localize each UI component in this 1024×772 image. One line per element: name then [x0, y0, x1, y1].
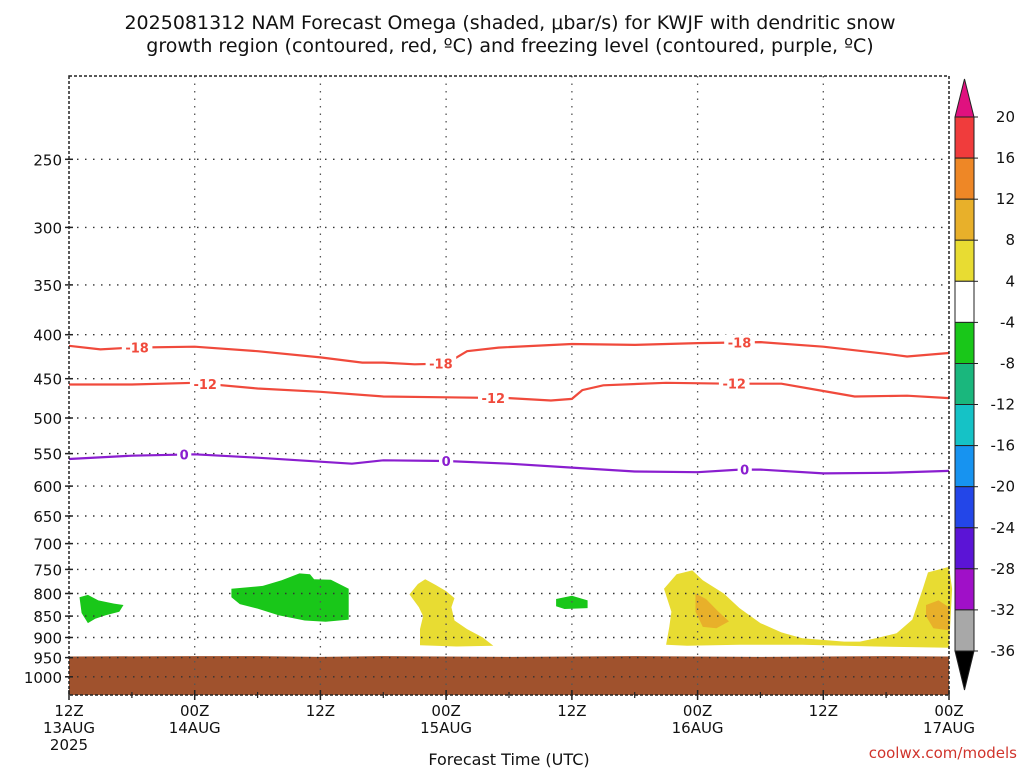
contour-dgz-m18 — [68, 340, 950, 366]
x-tick-label-48-0: 12Z — [557, 702, 586, 720]
y-tick-label-1000: 1000 — [24, 669, 62, 687]
contour-dgz-m12 — [69, 381, 950, 402]
contour-label-dgz-1-2: -12 — [722, 378, 746, 393]
colorbar-label-11: -28 — [991, 560, 1016, 578]
omega-region-5 — [664, 566, 953, 648]
omega-region-4 — [409, 579, 494, 647]
colorbar-label-6: -8 — [1000, 355, 1015, 373]
contour-label-freezing-2-2: 0 — [740, 464, 749, 479]
contour-label-bg — [121, 339, 153, 355]
y-tick-label-800: 800 — [33, 586, 62, 604]
contour-label-bg — [718, 375, 750, 391]
omega-region-6 — [695, 593, 729, 629]
credit-text: coolwx.com/models — [869, 744, 1017, 762]
contour-label-bg — [189, 375, 221, 391]
colorbar-label-8: -16 — [991, 437, 1016, 455]
colorbar-bottom-tip — [954, 650, 975, 691]
colorbar-swatch-7 — [954, 363, 975, 406]
contour-label-bg — [439, 453, 454, 468]
contour-label-bg — [737, 461, 752, 477]
colorbar: 20 16 12 8 4 -4 -8 -12 -16 -20 -24 -28 -32 -36 — [954, 78, 1016, 691]
colorbar-swatch-2 — [954, 157, 975, 200]
chart-title-line-1: 2025081312 NAM Forecast Omega (shaded, μ… — [124, 12, 895, 34]
x-tick-label-0-0: 12Z — [54, 702, 83, 720]
colorbar-swatch-6 — [954, 321, 975, 364]
x-tick-label-12-1: 14AUG — [169, 719, 221, 737]
contour-label-bg — [478, 389, 509, 405]
colorbar-label-9: -20 — [991, 478, 1016, 496]
colorbar-label-10: -24 — [991, 519, 1016, 537]
y-tick-label-300: 300 — [33, 219, 62, 237]
colorbar-label-0: 20 — [996, 108, 1015, 126]
colorbar-label-1: 16 — [996, 149, 1015, 167]
chart-title: 2025081312 NAM Forecast Omega (shaded, μ… — [124, 12, 895, 57]
y-tick-label-250: 250 — [33, 151, 62, 169]
contour-label-freezing-2-0: 0 — [180, 449, 189, 464]
contour-label-freezing-2-1: 0 — [442, 455, 451, 470]
y-tick-label-950: 950 — [33, 650, 62, 668]
colorbar-swatch-8 — [954, 404, 975, 447]
colorbar-swatch-13 — [954, 609, 975, 652]
y-tick-label-550: 550 — [33, 446, 62, 464]
y-tick-label-500: 500 — [33, 410, 62, 428]
y-tick-label-600: 600 — [33, 478, 62, 496]
colorbar-label-3: 8 — [1005, 231, 1015, 249]
colorbar-swatch-5 — [954, 280, 975, 323]
contour-label-bg — [724, 334, 755, 350]
omega-region-7 — [926, 600, 949, 631]
colorbar-swatch-10 — [954, 486, 975, 529]
colorbar-label-2: 12 — [996, 190, 1015, 208]
x-tick-label-84-0: 00Z — [934, 702, 963, 720]
contour-label-dgz-0-0: -18 — [125, 342, 149, 357]
y-tick-label-650: 650 — [33, 508, 62, 526]
y-tick-label-700: 700 — [33, 536, 62, 554]
colorbar-swatch-3 — [954, 198, 975, 241]
y-tick-label-850: 850 — [33, 608, 62, 626]
colorbar-label-12: -32 — [991, 601, 1016, 619]
y-tick-label-750: 750 — [33, 561, 62, 579]
colorbar-swatch-12 — [954, 568, 975, 611]
y-tick-label-900: 900 — [33, 630, 62, 648]
contour-label-dgz-0-1: -18 — [429, 358, 453, 373]
omega-region-1 — [79, 594, 124, 624]
x-tick-label-36-0: 00Z — [431, 702, 460, 720]
chart-title-line-2: growth region (contoured, red, ºC) and f… — [146, 35, 873, 57]
contour-freezing-0 — [68, 453, 950, 475]
x-tick-label-60-0: 00Z — [683, 702, 712, 720]
x-tick-label-84-1: 17AUG — [923, 719, 975, 737]
contour-label-bg — [177, 446, 192, 462]
x-tick-label-0-1: 13AUG — [43, 719, 95, 737]
ground-fill — [69, 656, 949, 695]
x-tick-label-72-0: 12Z — [809, 702, 838, 720]
plot-area: -18 -18 -18 -12 -12 -12 0 0 0 250 300 350 400 450 500 5… — [24, 75, 975, 754]
y-tick-label-350: 350 — [33, 277, 62, 295]
x-tick-label-12-0: 00Z — [180, 702, 209, 720]
colorbar-label-13: -36 — [991, 642, 1016, 660]
x-tick-label-24-0: 12Z — [306, 702, 335, 720]
colorbar-label-5: -4 — [1000, 313, 1015, 331]
colorbar-label-4: 4 — [1005, 272, 1015, 290]
contour-label-bg — [425, 355, 457, 371]
contour-label-dgz-1-1: -12 — [482, 392, 506, 407]
y-tick-label-450: 450 — [33, 371, 62, 389]
x-axis-title: Forecast Time (UTC) — [428, 750, 589, 768]
omega-region-2 — [231, 573, 349, 622]
x-tick-label-60-1: 16AUG — [672, 719, 724, 737]
x-tick-label-36-1: 15AUG — [420, 719, 472, 737]
colorbar-label-7: -12 — [991, 396, 1016, 414]
colorbar-top-tip — [954, 78, 975, 118]
colorbar-swatch-9 — [954, 445, 975, 488]
contour-label-dgz-1-0: -12 — [193, 378, 217, 393]
contour-label-dgz-0-2: -18 — [728, 336, 752, 351]
x-tick-label-0-2: 2025 — [50, 736, 88, 754]
colorbar-swatch-11 — [954, 527, 975, 570]
colorbar-swatch-4 — [954, 239, 975, 282]
colorbar-swatch-1 — [954, 116, 975, 159]
plot-frame — [68, 75, 950, 696]
y-tick-label-400: 400 — [33, 327, 62, 345]
